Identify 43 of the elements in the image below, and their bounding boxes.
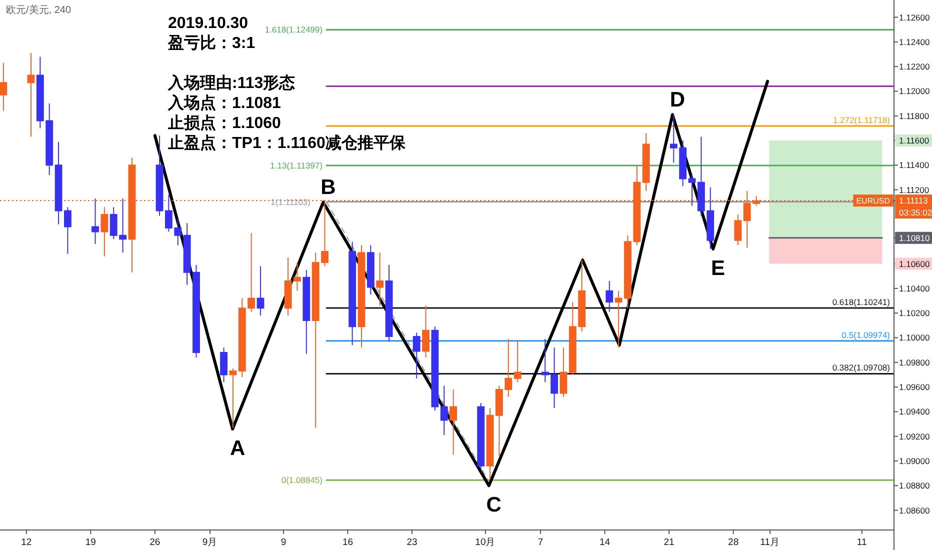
- y-tick-label: 1.09200: [899, 431, 930, 442]
- y-tick-label: 1.12000: [899, 86, 930, 96]
- y-tick-label: 1.11400: [899, 160, 930, 170]
- x-tick-label: 16: [342, 537, 354, 548]
- x-tick-label: 14: [600, 537, 610, 548]
- note: 2019.10.30: [168, 15, 248, 32]
- x-tick-label: 19: [85, 537, 96, 548]
- note: 止盈点：TP1：1.1160减仓推平保: [168, 135, 406, 152]
- y-tick-label: 1.12400: [899, 36, 930, 47]
- y-tick-label: 1.11200: [899, 184, 930, 195]
- y-tick-label: 1.10000: [899, 332, 930, 343]
- note: 入场点：1.1081: [168, 95, 281, 112]
- y-tick-label: 1.10400: [899, 283, 930, 294]
- y-tick-label: 1.10600: [899, 258, 930, 269]
- y-tick-label: 1.11800: [899, 110, 930, 121]
- ref-line-label: EURUSD: [856, 196, 890, 206]
- x-tick-label: 21: [664, 537, 674, 548]
- x-tick-label: 26: [150, 537, 160, 548]
- x-tick-label: 12: [21, 537, 32, 548]
- note: 入场理由:113形态: [168, 75, 296, 92]
- note: 盈亏比：3:1: [168, 35, 256, 52]
- y-tick-label: 1.10200: [899, 308, 930, 318]
- y-tick-label: 1.09800: [899, 357, 930, 368]
- y-tick-label: 1.11600: [899, 136, 930, 146]
- y-tick-label: 1.08600: [899, 505, 930, 516]
- y-tick-label: 1.11113: [899, 196, 928, 206]
- x-tick-label: 9: [280, 537, 286, 548]
- note: 止损点：1.1060: [168, 115, 281, 132]
- y-tick-label: 1.09600: [899, 382, 930, 392]
- x-tick-label: 10月: [475, 537, 496, 548]
- x-tick-label: 28: [728, 537, 739, 548]
- x-tick-label: 23: [406, 537, 418, 548]
- y-tick-label: 1.12200: [899, 62, 930, 72]
- y-tick-label: 1.09000: [899, 456, 930, 466]
- x-tick-label: 11: [856, 537, 867, 548]
- y-tick-label: 1.12600: [899, 12, 930, 22]
- y-tick-label: 1.10810: [899, 232, 930, 243]
- y-tick-label: 1.09400: [899, 406, 930, 417]
- title: 欧元/美元, 240: [6, 5, 72, 16]
- x-tick-label: 11月: [760, 537, 780, 548]
- x-tick-label: 9月: [202, 537, 218, 548]
- y-tick-label: 1.08800: [899, 480, 930, 491]
- x-tick-label: 7: [538, 537, 544, 548]
